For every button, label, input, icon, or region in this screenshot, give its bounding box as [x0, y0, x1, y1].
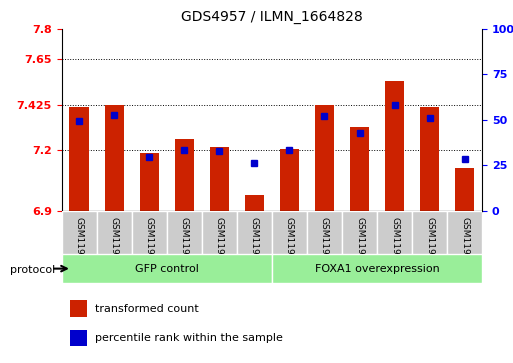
Bar [272, 254, 482, 283]
Bar [385, 81, 404, 211]
Bar [202, 211, 237, 254]
Text: GSM1194642: GSM1194642 [215, 217, 224, 277]
Bar [140, 153, 159, 211]
Bar [315, 105, 334, 211]
Bar [447, 211, 482, 254]
Bar [70, 330, 87, 346]
Bar [342, 211, 377, 254]
Bar [62, 254, 272, 283]
Text: GSM1194640: GSM1194640 [390, 217, 399, 278]
Bar [174, 139, 194, 211]
Text: GSM1194635: GSM1194635 [74, 217, 84, 278]
Title: GDS4957 / ILMN_1664828: GDS4957 / ILMN_1664828 [181, 10, 363, 24]
Text: GSM1194637: GSM1194637 [145, 217, 154, 278]
Bar [69, 107, 89, 211]
Text: GFP control: GFP control [135, 264, 199, 274]
Text: FOXA1 overexpression: FOXA1 overexpression [314, 264, 440, 274]
Bar [455, 168, 475, 211]
Bar [167, 211, 202, 254]
Text: GSM1194634: GSM1194634 [285, 217, 294, 278]
Bar [350, 127, 369, 211]
Bar [280, 149, 299, 211]
Bar [412, 211, 447, 254]
Bar [272, 211, 307, 254]
Text: GSM1194644: GSM1194644 [425, 217, 434, 277]
Text: GSM1194643: GSM1194643 [250, 217, 259, 278]
Text: GSM1194645: GSM1194645 [460, 217, 469, 278]
Bar [245, 195, 264, 211]
Bar [237, 211, 272, 254]
Text: GSM1194641: GSM1194641 [180, 217, 189, 278]
Bar [210, 147, 229, 211]
Text: GSM1194636: GSM1194636 [110, 217, 119, 278]
Text: GSM1194639: GSM1194639 [355, 217, 364, 278]
Bar [62, 211, 96, 254]
Bar [377, 211, 412, 254]
Text: GSM1194638: GSM1194638 [320, 217, 329, 278]
Text: transformed count: transformed count [95, 304, 199, 314]
Text: protocol: protocol [10, 265, 55, 276]
Bar [420, 107, 439, 211]
Bar [307, 211, 342, 254]
Bar [96, 211, 132, 254]
Bar [105, 105, 124, 211]
Text: percentile rank within the sample: percentile rank within the sample [95, 333, 283, 343]
Bar [132, 211, 167, 254]
Bar [70, 300, 87, 317]
